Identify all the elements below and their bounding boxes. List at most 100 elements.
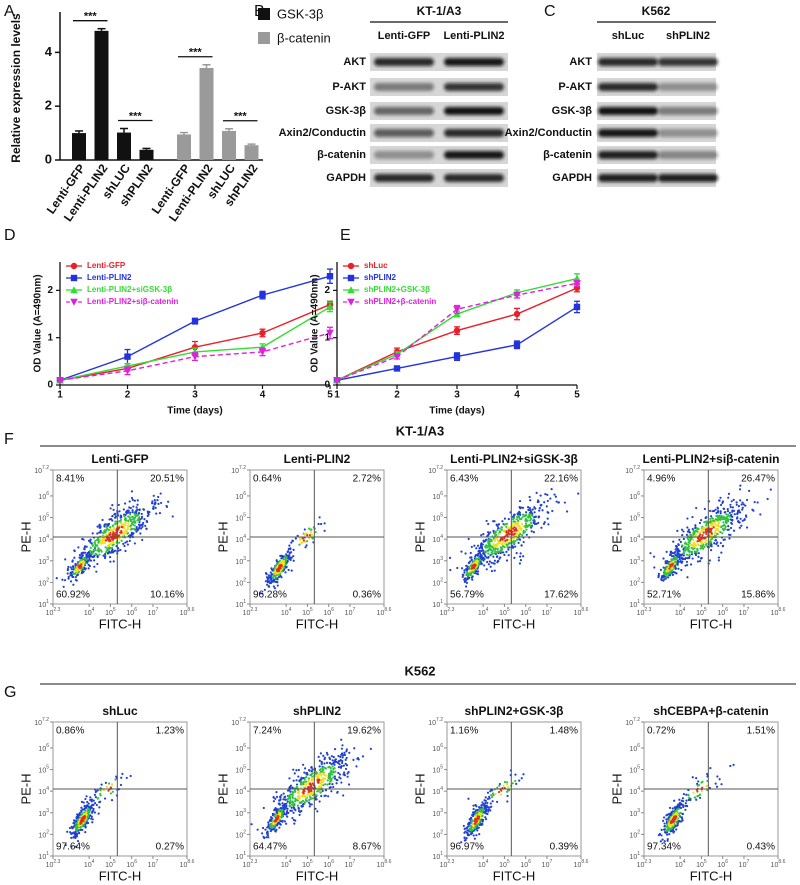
event-dot (108, 526, 112, 529)
event-dot (692, 538, 695, 542)
legend-swatch (258, 8, 270, 20)
marker (326, 272, 334, 280)
x-axis-label: FITC-H (99, 616, 142, 631)
event-dot (521, 516, 524, 519)
tick-label: 106 (629, 491, 640, 501)
event-dot (324, 783, 327, 786)
event-dot (709, 517, 712, 521)
tick-base: 10 (235, 559, 243, 566)
event-dot (74, 576, 77, 579)
tick-exponent: 4 (243, 534, 246, 540)
x-tick-label: 4 (514, 390, 520, 401)
tick-exponent: 2.3 (447, 859, 454, 865)
event-dot (122, 508, 125, 511)
bar (199, 67, 214, 160)
event-dot (505, 538, 509, 541)
event-dot (682, 550, 685, 554)
tick-base: 10 (323, 862, 331, 869)
event-dot (138, 509, 141, 512)
event-dot (702, 526, 706, 529)
event-dot (90, 815, 93, 818)
tick-base: 10 (432, 854, 440, 861)
tick-exponent: 7.2 (633, 465, 640, 471)
event-dot (103, 525, 106, 528)
event-dot (140, 515, 144, 518)
event-dot (517, 516, 521, 519)
event-dot (80, 800, 84, 804)
event-dot (505, 781, 509, 784)
event-dot (81, 808, 84, 811)
event-dot (522, 540, 525, 544)
event-dot (668, 567, 671, 570)
panel-title: Lenti-PLIN2+siGSK-3β (450, 452, 578, 466)
event-dot (109, 531, 112, 535)
event-dot (129, 534, 132, 537)
event-dot (678, 558, 681, 561)
event-dot (717, 544, 720, 547)
marker (333, 377, 341, 385)
event-dot (114, 778, 117, 781)
event-dot (140, 527, 143, 530)
event-dot (290, 569, 293, 572)
event-dot (766, 497, 769, 501)
event-dot (269, 816, 273, 819)
event-dot (300, 809, 303, 813)
quadrant-label: 8.41% (56, 474, 84, 485)
event-dot (463, 569, 466, 572)
event-dot (293, 772, 296, 775)
event-dot (141, 525, 144, 528)
tick-base: 10 (84, 610, 92, 617)
tick-base: 10 (432, 515, 440, 522)
event-dot (657, 575, 660, 579)
quadrant-label: 1.16% (450, 726, 478, 737)
event-dot (87, 567, 90, 570)
event-dot (537, 521, 540, 525)
event-dot (737, 505, 741, 508)
event-dot (94, 539, 97, 542)
event-dot (266, 583, 269, 586)
blot-strip (370, 78, 508, 96)
tick-base: 10 (105, 610, 113, 617)
event-dot (87, 563, 90, 566)
event-dot (131, 498, 134, 502)
event-dot (698, 796, 702, 800)
tick-exponent: 6 (46, 743, 49, 749)
tick-base: 10 (696, 862, 704, 869)
event-dot (716, 541, 719, 544)
event-dot (343, 751, 346, 754)
event-dot (302, 763, 305, 766)
tick-exponent: 3 (46, 556, 49, 562)
event-dot (515, 552, 518, 555)
event-dot (545, 505, 548, 508)
event-dot (678, 812, 681, 815)
event-dot (284, 557, 287, 560)
event-dot (505, 783, 509, 786)
event-dot (682, 805, 685, 809)
tick-base: 10 (637, 610, 645, 617)
quadrant-label: 0.27% (156, 842, 184, 853)
tick-label: 102.3 (46, 859, 61, 869)
event-dot (285, 822, 288, 825)
event-dot (286, 550, 289, 554)
event-dot (680, 556, 684, 559)
tick-label: 107 (739, 607, 750, 617)
event-dot (501, 538, 504, 541)
tick-label: 104 (432, 786, 443, 796)
marker (326, 303, 334, 311)
event-dot (541, 509, 544, 512)
event-dot (131, 515, 134, 519)
event-dot (668, 570, 671, 574)
event-dot (127, 519, 130, 523)
event-dot (303, 790, 306, 793)
tick-exponent: 2 (46, 830, 49, 836)
event-dot (136, 503, 139, 506)
y-axis-label: PE-H (215, 521, 230, 552)
event-dot (496, 524, 499, 528)
event-dot (67, 565, 70, 569)
event-dot (104, 536, 107, 540)
event-dot (700, 781, 703, 784)
event-dot (317, 755, 320, 758)
event-dot (78, 565, 81, 569)
event-dot (296, 534, 299, 537)
event-dot (697, 538, 700, 541)
